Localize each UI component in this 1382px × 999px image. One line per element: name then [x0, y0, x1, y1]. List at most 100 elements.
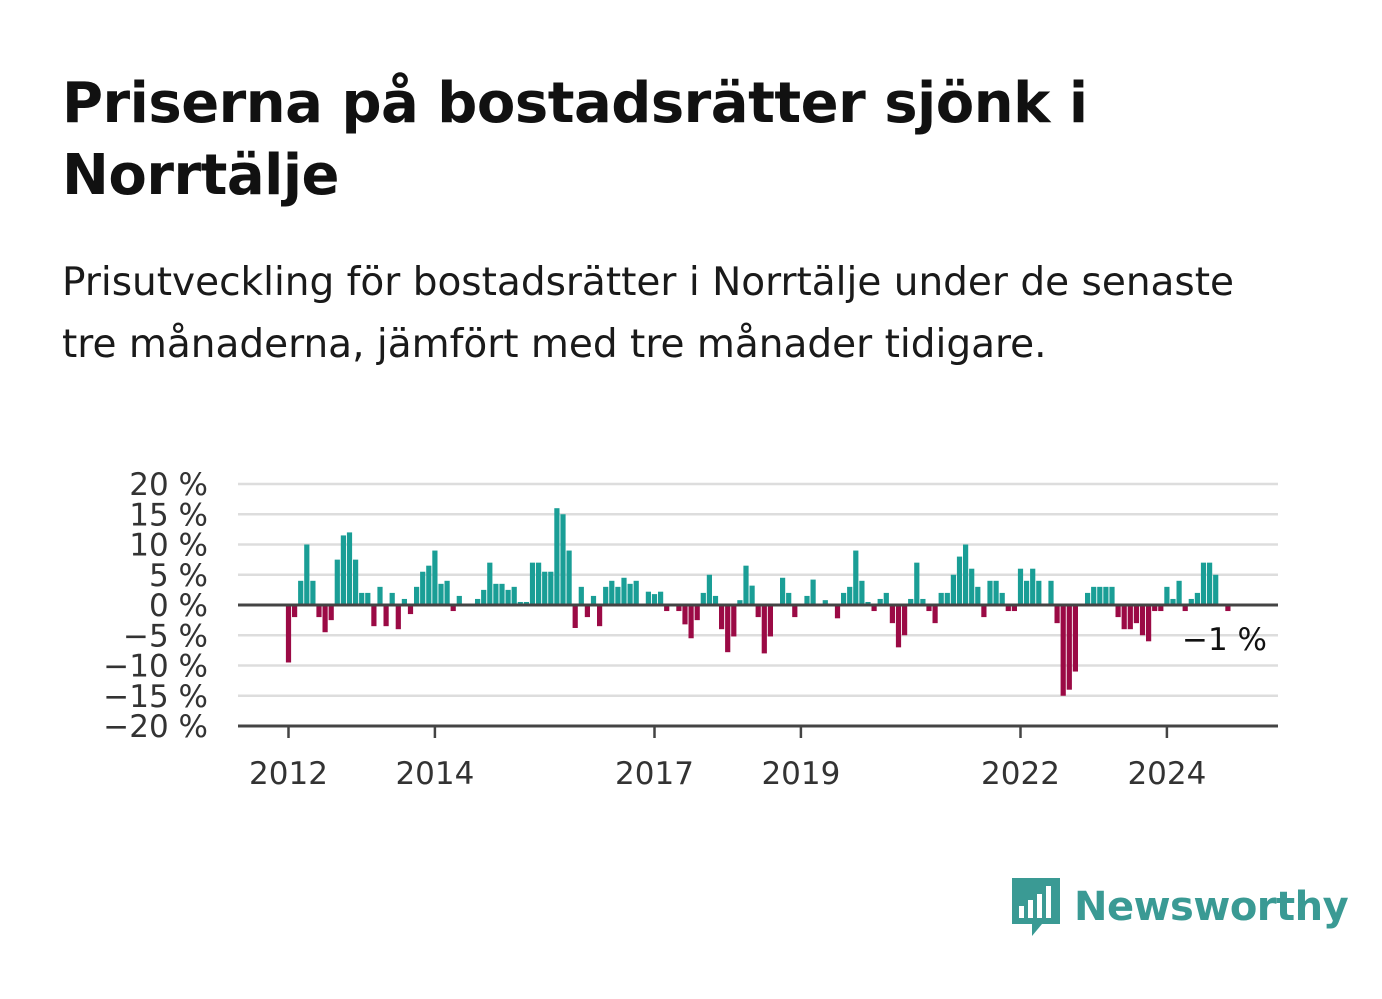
bar [499, 583, 505, 605]
bar [414, 586, 420, 605]
bar [1017, 568, 1024, 605]
bar [938, 592, 944, 605]
y-tick-label: 20 % [129, 467, 208, 503]
bar [359, 592, 365, 605]
y-tick-label: −15 % [103, 679, 208, 715]
bar [438, 583, 444, 605]
bar [731, 605, 737, 637]
y-tick-label: −10 % [103, 649, 208, 685]
bar [694, 605, 700, 621]
bar [328, 605, 334, 621]
x-tick-label: 2019 [761, 756, 840, 792]
bar [615, 586, 621, 605]
bar [688, 605, 694, 639]
bar [1030, 568, 1036, 605]
bar [700, 592, 706, 605]
x-tick-label: 2024 [1127, 756, 1206, 792]
bar [548, 571, 554, 605]
bar [389, 592, 395, 605]
bar [609, 580, 615, 605]
bar [340, 535, 346, 605]
bar [365, 592, 371, 605]
bar [761, 605, 767, 654]
y-tick-label: −20 % [103, 709, 208, 745]
bar [1188, 598, 1194, 605]
bar [505, 589, 511, 606]
bar [1213, 574, 1219, 605]
bar [1024, 580, 1030, 605]
bar [298, 580, 304, 605]
bar [712, 595, 719, 605]
bar [426, 565, 432, 605]
bar [676, 605, 682, 612]
bar [969, 568, 975, 605]
bar [810, 579, 816, 605]
bar [304, 544, 310, 605]
bar [920, 598, 926, 605]
bar [1146, 605, 1152, 642]
bar [1091, 586, 1097, 605]
bar [444, 580, 450, 605]
bar [578, 586, 584, 605]
bar [1054, 605, 1060, 624]
bar [1176, 580, 1182, 605]
x-tick-label: 2017 [615, 756, 694, 792]
bar [926, 605, 932, 612]
bar [603, 586, 609, 605]
page-subtitle: Prisutveckling för bostadsrätter i Norrt… [62, 260, 1235, 367]
bar [950, 574, 956, 605]
bar [981, 605, 987, 618]
bar [847, 586, 853, 605]
bar [792, 605, 798, 618]
axes [238, 603, 1278, 738]
bar [395, 605, 401, 630]
bar [999, 592, 1005, 605]
bar [554, 508, 560, 605]
bar [1103, 586, 1109, 605]
bar [804, 595, 810, 605]
bar [310, 580, 316, 605]
bar [285, 605, 292, 663]
bar [590, 595, 597, 605]
bar [517, 601, 523, 605]
y-axis-labels: 20 %15 %10 %5 %0 %−5 %−10 %−15 %−20 % [103, 467, 208, 745]
bar [597, 605, 603, 627]
bar [487, 562, 493, 605]
bar [902, 605, 908, 636]
bar [560, 514, 566, 605]
bar [975, 586, 981, 605]
bar [334, 559, 340, 606]
bar [536, 562, 542, 605]
bar [743, 565, 749, 605]
bar [883, 592, 889, 605]
bar [1085, 592, 1091, 605]
grid-lines [238, 482, 1278, 697]
bar [1194, 592, 1200, 605]
bar [371, 605, 377, 627]
bar [956, 556, 963, 605]
x-axis-labels: 2012 2014 2017 2019 2022 2024 [249, 756, 1206, 792]
bar [853, 550, 859, 605]
bar [993, 580, 999, 605]
bar [767, 605, 773, 637]
bar [627, 583, 633, 605]
bar [963, 544, 969, 605]
bar [316, 605, 322, 618]
bar [621, 577, 627, 605]
y-tick-label: −5 % [123, 618, 208, 654]
bar [822, 600, 828, 605]
bar [889, 605, 895, 624]
bar [529, 562, 536, 605]
bar [1225, 605, 1231, 612]
brand-name: Newsworthy [1074, 884, 1349, 930]
bar [1060, 605, 1066, 696]
bar [834, 605, 841, 619]
y-tick-label: 0 % [149, 588, 208, 624]
bar [1133, 605, 1139, 624]
bar [383, 605, 389, 627]
bar [755, 605, 761, 618]
bar [645, 591, 651, 605]
x-tick-label: 2012 [249, 756, 328, 792]
bar [1011, 605, 1017, 612]
